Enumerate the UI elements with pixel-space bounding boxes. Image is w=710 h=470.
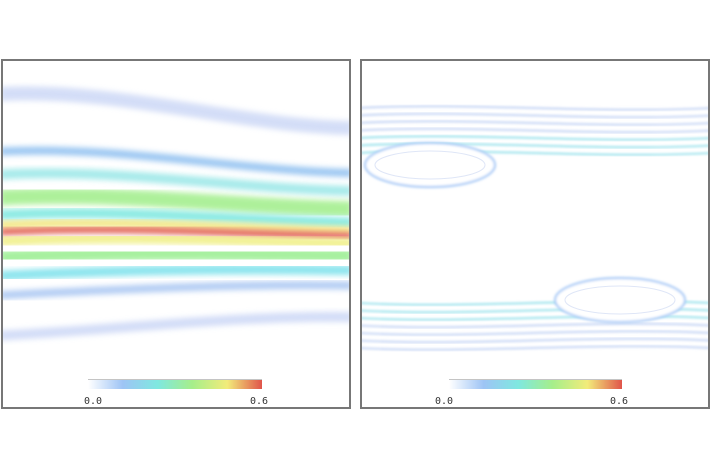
vortex: [554, 277, 686, 323]
streamline: [362, 345, 708, 351]
flow-band: [3, 168, 349, 196]
colorbar-min: 0.0: [84, 396, 102, 407]
flow-band: [3, 188, 349, 217]
flow-band: [3, 233, 349, 249]
flow-band: [3, 146, 349, 177]
streamline: [362, 322, 708, 329]
streamline: [362, 105, 708, 111]
streamline: [362, 330, 708, 336]
vortex: [374, 150, 486, 180]
flow-band: [3, 281, 349, 300]
flow-band: [3, 264, 349, 281]
streamline: [362, 142, 708, 149]
colorbar: [449, 380, 622, 389]
streamline: [362, 135, 708, 141]
flow-band: [3, 311, 349, 341]
colorbar-max: 0.6: [610, 396, 628, 407]
colorbar-min: 0.0: [435, 396, 453, 407]
right-field: [362, 105, 708, 351]
panel-frame: [360, 59, 710, 409]
streamline: [362, 127, 708, 134]
colorbar: [88, 380, 262, 389]
streamline: [362, 337, 708, 344]
flow-band: [3, 226, 349, 239]
streamline: [362, 315, 708, 321]
panel-frame: [1, 59, 351, 409]
streamline: [362, 120, 708, 126]
flow-band: [3, 208, 349, 228]
flow-band: [3, 246, 349, 265]
streamline: [362, 112, 708, 119]
vortex: [364, 142, 496, 188]
colorbar-max: 0.6: [250, 396, 268, 407]
flow-band: [3, 86, 349, 135]
left-field: [3, 86, 349, 341]
vortex: [564, 285, 676, 315]
flow-band: [3, 219, 349, 235]
